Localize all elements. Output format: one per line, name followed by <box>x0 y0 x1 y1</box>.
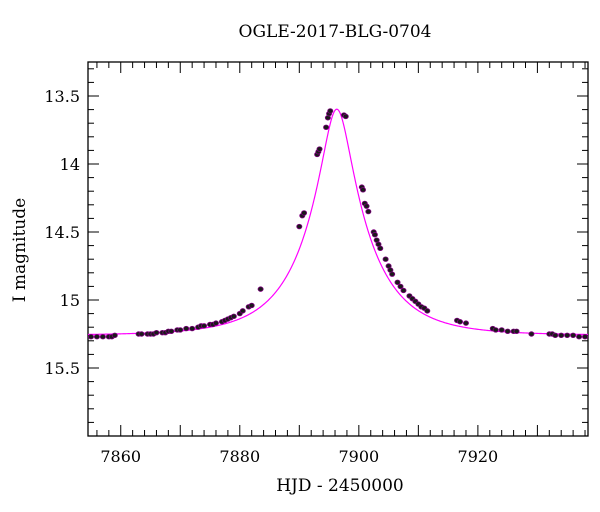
data-point <box>528 331 535 337</box>
data-point <box>397 283 404 290</box>
y-tick-label: 15.5 <box>44 359 80 378</box>
x-tick-label: 7860 <box>100 447 141 466</box>
data-point <box>87 334 94 340</box>
data-point <box>462 320 469 326</box>
data-point <box>153 329 160 336</box>
data-point <box>365 208 372 215</box>
data-point <box>389 271 396 277</box>
x-tick-label: 7920 <box>458 447 499 466</box>
data-point <box>99 334 106 340</box>
y-tick-label: 14.5 <box>44 223 80 242</box>
y-tick-label: 13.5 <box>44 87 80 106</box>
data-point <box>513 328 520 334</box>
plot-frame <box>87 61 589 437</box>
data-point <box>93 334 100 340</box>
data-point <box>492 327 499 333</box>
data-point <box>257 286 264 292</box>
data-point <box>576 334 583 340</box>
data-point <box>248 302 255 309</box>
x-tick-label: 7900 <box>338 447 379 466</box>
data-point <box>457 319 464 325</box>
data-point <box>168 328 175 334</box>
data-point <box>564 332 571 339</box>
y-tick-label: 15 <box>60 291 80 310</box>
data-point <box>424 308 431 314</box>
x-tick-label: 7880 <box>219 447 260 466</box>
data-point <box>504 328 511 334</box>
data-point <box>400 287 407 294</box>
y-tick-label: 14 <box>60 155 80 174</box>
data-point <box>138 331 145 337</box>
data-point <box>327 108 334 114</box>
data-point <box>212 320 219 326</box>
data-point <box>301 210 308 216</box>
data-point <box>239 308 246 314</box>
data-point <box>382 256 389 262</box>
data-point <box>342 113 349 120</box>
data-point <box>582 334 589 340</box>
data-point <box>371 232 378 238</box>
data-point <box>316 146 323 152</box>
chart-title: OGLE-2017-BLG-0704 <box>238 22 432 42</box>
data-point <box>377 245 384 252</box>
data-point <box>359 187 366 193</box>
data-point <box>323 124 330 130</box>
data-point <box>394 279 401 286</box>
data-point <box>201 323 208 329</box>
model-curve <box>87 108 589 336</box>
data-point <box>498 327 505 333</box>
data-point <box>189 325 196 332</box>
data-point <box>552 332 559 339</box>
x-axis-label: HJD - 2450000 <box>276 476 404 496</box>
data-point <box>296 223 303 230</box>
data-point <box>570 332 577 339</box>
data-point <box>183 325 190 332</box>
data-point <box>177 327 184 333</box>
data-point <box>363 203 370 209</box>
data-point <box>230 313 237 320</box>
data-point <box>111 332 118 339</box>
data-point <box>558 332 565 339</box>
y-axis-label: I magnitude <box>10 197 30 303</box>
